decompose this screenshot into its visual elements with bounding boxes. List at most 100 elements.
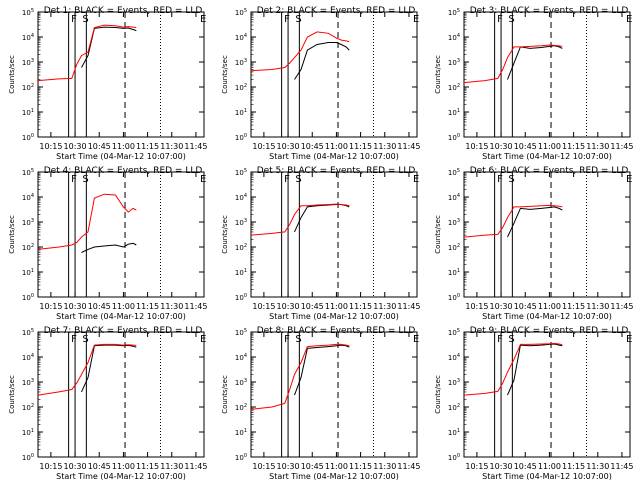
panel-det-6: F S E 100 101 102 103 104 105 10:15 10:30 10:45 11:0…: [434, 166, 633, 321]
x-tick-label: 11:45: [184, 302, 207, 311]
marker-label-S: S: [295, 14, 301, 25]
x-axis-label: Start Time (04-Mar-12 10:07:00): [56, 472, 186, 480]
y-tick-label: 104: [22, 33, 34, 42]
panel-title: Det 1: BLACK = Events, RED = LLD: [44, 6, 203, 16]
x-tick-label: 11:15: [136, 142, 159, 151]
y-tick-label: 100: [235, 133, 247, 142]
x-tick-label: 10:45: [88, 142, 111, 151]
x-tick-label: 10:45: [301, 302, 324, 311]
panel-det-9: F S E 100 101 102 103 104 105 10:15 10:30 10:45 11:0…: [434, 326, 633, 480]
marker-label-F: F: [497, 14, 503, 25]
x-tick-label: 10:15: [465, 142, 488, 151]
y-tick-label: 101: [235, 108, 247, 117]
y-tick-label: 105: [448, 8, 460, 17]
series-lld: [37, 24, 137, 82]
y-tick-label: 101: [22, 108, 34, 117]
x-tick-label: 10:30: [277, 142, 300, 151]
series-lld: [250, 31, 350, 72]
x-tick-label: 11:45: [397, 302, 420, 311]
marker-label-E: E: [200, 334, 206, 345]
series-lld: [463, 44, 563, 84]
x-tick-label: 11:00: [538, 142, 561, 151]
x-tick-label: 10:45: [514, 142, 537, 151]
y-tick-label: 101: [22, 428, 34, 437]
x-tick-label: 10:30: [490, 462, 513, 471]
x-tick-label: 11:00: [112, 462, 135, 471]
series-events: [294, 344, 350, 396]
x-tick-label: 10:30: [277, 302, 300, 311]
plot-frame: [37, 11, 205, 138]
panel-title: Det 9: BLACK = Events, RED = LLD: [470, 326, 629, 336]
y-axis-label: Counts/sec: [8, 215, 16, 254]
series-events: [507, 343, 563, 396]
x-axis-label: Start Time (04-Mar-12 10:07:00): [482, 472, 612, 480]
x-tick-label: 11:15: [562, 462, 585, 471]
series-events: [294, 204, 350, 233]
y-tick-label: 104: [448, 193, 460, 202]
y-tick-label: 102: [448, 403, 460, 412]
panel-det-1: F S E 100 101 102 103 104 105 10:15 10:30 10:45 11:0…: [8, 6, 207, 161]
x-tick-label: 11:15: [349, 462, 372, 471]
y-tick-label: 101: [235, 268, 247, 277]
plot-frame: [250, 11, 418, 138]
y-tick-label: 105: [448, 168, 460, 177]
series-lld: [463, 204, 563, 238]
y-tick-label: 103: [448, 218, 460, 227]
marker-label-E: E: [200, 174, 206, 185]
y-tick-label: 104: [235, 193, 247, 202]
x-tick-label: 11:30: [373, 302, 396, 311]
y-tick-label: 105: [235, 8, 247, 17]
y-tick-label: 103: [22, 378, 34, 387]
y-tick-label: 105: [235, 168, 247, 177]
x-tick-label: 11:30: [373, 462, 396, 471]
panel-title: Det 8: BLACK = Events, RED = LLD: [257, 326, 416, 336]
x-tick-label: 11:30: [160, 302, 183, 311]
marker-label-E: E: [413, 334, 419, 345]
panel-title: Det 6: BLACK = Events, RED = LLD: [470, 166, 629, 176]
x-tick-label: 10:15: [252, 302, 275, 311]
y-tick-label: 103: [22, 58, 34, 67]
x-tick-label: 10:15: [39, 462, 62, 471]
x-tick-label: 11:45: [184, 462, 207, 471]
y-tick-label: 104: [22, 353, 34, 362]
series-events: [507, 45, 563, 80]
x-axis-label: Start Time (04-Mar-12 10:07:00): [482, 152, 612, 161]
marker-label-F: F: [497, 334, 503, 345]
y-axis-label: Counts/sec: [221, 375, 229, 414]
x-tick-label: 10:45: [301, 142, 324, 151]
x-tick-label: 11:30: [160, 462, 183, 471]
marker-label-S: S: [82, 174, 88, 185]
series-lld: [250, 343, 350, 410]
panel-title: Det 2: BLACK = Events, RED = LLD: [257, 6, 416, 16]
marker-label-E: E: [626, 14, 632, 25]
x-tick-label: 11:45: [397, 142, 420, 151]
x-axis-label: Start Time (04-Mar-12 10:07:00): [56, 312, 186, 321]
y-tick-label: 105: [22, 328, 34, 337]
y-tick-label: 103: [235, 378, 247, 387]
panel-title: Det 4: BLACK = Events, RED = LLD: [44, 166, 203, 176]
y-tick-label: 105: [448, 328, 460, 337]
y-tick-label: 100: [22, 133, 34, 142]
series-lld: [37, 193, 137, 250]
y-tick-label: 104: [448, 33, 460, 42]
x-tick-label: 10:15: [252, 462, 275, 471]
x-tick-label: 11:00: [325, 302, 348, 311]
y-tick-label: 102: [235, 243, 247, 252]
panel-det-3: F S E 100 101 102 103 104 105 10:15 10:30 10:45 11:0…: [434, 6, 633, 161]
x-tick-label: 10:30: [64, 462, 87, 471]
marker-label-F: F: [71, 14, 77, 25]
y-tick-label: 104: [235, 33, 247, 42]
x-tick-label: 11:15: [562, 142, 585, 151]
y-tick-label: 102: [22, 403, 34, 412]
x-tick-label: 11:45: [397, 462, 420, 471]
series-lld: [37, 343, 137, 396]
y-tick-label: 103: [235, 58, 247, 67]
marker-label-F: F: [71, 174, 77, 185]
plot-frame: [250, 171, 418, 298]
x-tick-label: 10:45: [88, 302, 111, 311]
y-tick-label: 103: [235, 218, 247, 227]
y-tick-label: 102: [235, 403, 247, 412]
panel-det-7: F S E 100 101 102 103 104 105 10:15 10:30 10:45 11:0…: [8, 326, 207, 480]
y-tick-label: 100: [22, 453, 34, 462]
panel-det-8: F S E 100 101 102 103 104 105 10:15 10:30 10:45 11:0…: [221, 326, 420, 480]
